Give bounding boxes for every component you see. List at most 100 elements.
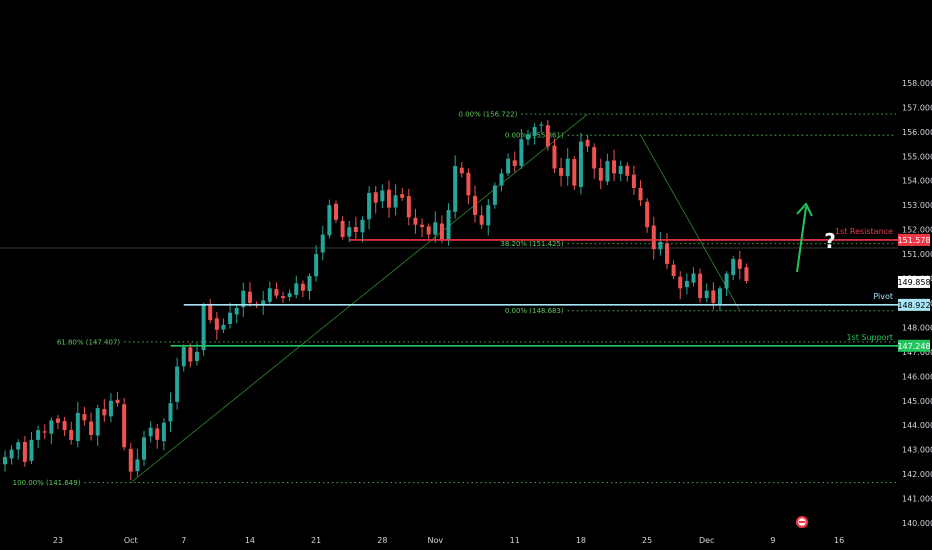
candle-body [62,421,67,431]
y-tick-label: 146.000 [902,372,932,381]
candle-body [645,201,650,228]
candle-body [347,227,352,237]
y-tick-label: 141.000 [902,495,932,504]
x-tick-label: 25 [642,536,652,545]
candle-body [406,196,411,218]
candle-body [684,280,689,288]
candle-body [605,161,610,182]
candle-body [247,291,252,303]
candle-body [612,160,617,174]
y-tick-label: 142.000 [902,470,932,479]
candle-body [380,190,385,202]
candle-body [731,258,736,276]
candle-body [320,234,325,253]
candle-body [393,195,398,208]
fib-level-label: 0.00% (156.722) [458,111,517,119]
candle-body [148,427,153,437]
annotations: ? [796,202,836,273]
candle-body [704,290,709,298]
candle-body [711,290,716,303]
candle-body [353,227,358,233]
candle-body [525,134,530,140]
candle-body [631,174,636,189]
candle-body [188,347,193,362]
candle-body [194,351,199,361]
candle-body [744,267,749,281]
candle-body [274,289,279,296]
y-tick-label: 152.000 [902,226,932,235]
candle-body [102,409,107,416]
price-tag [898,233,930,246]
support-resistance-zones: 1st Resistance 151.578 Pivot 148.922 1st Sup… [170,227,931,352]
candle-body [29,439,34,461]
candle-body [373,192,378,203]
candle-body [459,167,464,174]
candle-body [651,225,656,250]
candle-body [221,324,226,330]
last-price-tag-label: 149.858 [897,278,930,287]
candle-body [420,224,425,228]
trend-lines [130,113,741,483]
candle-body [453,166,458,212]
level-name-label: Pivot [873,292,893,301]
fib-level-label: 0.00% (148.683) [505,307,564,315]
candle-body [466,172,471,196]
last-price-tag-box [898,275,930,288]
candle-body [42,431,47,433]
candle-body [281,296,286,299]
x-axis: 23 Oct 7 14 21 28 Nov 11 18 25 Dec 9 16 [53,536,844,545]
x-tick-label: 16 [834,536,844,545]
candle-body [506,158,511,174]
candle-body [115,399,120,404]
candle-body [565,158,570,177]
x-tick-label: 28 [377,536,387,545]
candle-body [572,159,577,186]
candle-body [625,165,630,176]
y-tick-label: 154.000 [902,177,932,186]
price-tag-label: 148.922 [897,301,930,310]
candle-body [287,293,292,297]
candle-body [155,428,160,440]
candle-body [724,273,729,289]
candle-body [135,459,140,472]
candle-body [69,429,74,440]
candle-body [367,192,372,220]
y-tick-label: 144.000 [902,421,932,430]
candle-body [82,413,87,421]
x-tick-label: 23 [53,536,63,545]
y-tick-label: 140.000 [902,519,932,528]
candle-body [439,223,444,240]
price-tag [898,298,930,311]
candle-body [479,215,484,225]
candle-body [545,125,550,147]
y-tick-label: 157.000 [902,103,932,112]
candle-body [532,126,537,136]
y-tick-label: 147.000 [902,348,932,357]
x-tick-label: 21 [311,536,321,545]
last-price-tag: 149.858 [897,275,931,288]
candle-body [486,205,491,226]
candle-body [559,168,564,176]
candle-body [261,300,266,306]
fib-anchor-line [130,113,588,483]
fib-level-label: 61.80% (147.407) [57,338,121,346]
candle-body [638,187,643,201]
y-tick-label: 156.000 [902,128,932,137]
y-tick-label: 155.000 [902,152,932,161]
candle-body [228,312,233,324]
candle-body [598,168,603,181]
tradingview-logo-icon [796,516,808,528]
level-name-label: 1st Resistance [835,227,893,236]
candle-body [473,196,478,215]
x-tick-label: 7 [181,536,186,545]
x-tick-label: 18 [576,536,586,545]
candle-body [671,264,676,277]
candle-body [585,139,590,147]
y-tick-label: 148.000 [902,323,932,332]
candle-body [9,449,14,459]
question-mark-annotation: ? [824,229,836,253]
candle-body [519,139,524,166]
candle-body [214,318,219,330]
